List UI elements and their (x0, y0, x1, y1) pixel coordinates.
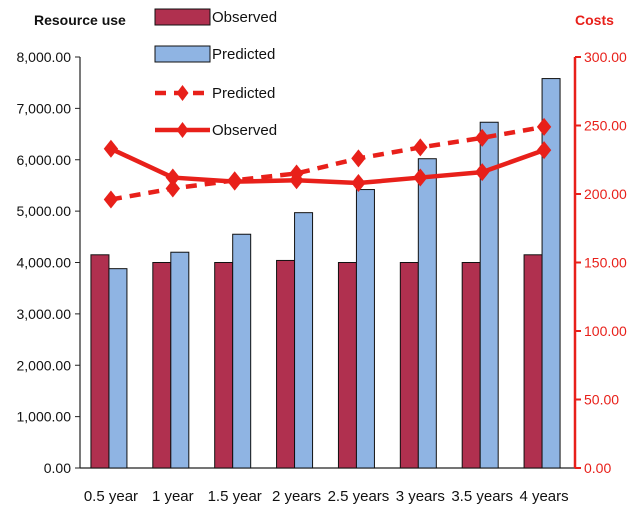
bar-observed (90, 254, 110, 469)
left-axis-tick-label: 7,000.00 (17, 100, 72, 116)
bar-observed (337, 262, 357, 469)
bar-predicted (232, 233, 252, 469)
x-axis-tick-label: 2.5 years (328, 488, 390, 505)
left-axis-tick-label: 2,000.00 (17, 357, 72, 373)
x-axis-tick-label: 3 years (396, 488, 445, 505)
bar-predicted (170, 251, 190, 469)
x-axis-tick-label: 3.5 years (451, 488, 513, 505)
left-axis-tick-label: 5,000.00 (17, 203, 72, 219)
right-axis-tick-label: 0.00 (584, 460, 611, 476)
marker-observed-solid (474, 163, 490, 182)
legend-label-observed: Observed (212, 9, 277, 26)
legend-marker-predicted (176, 85, 189, 101)
bar-predicted (355, 189, 375, 469)
x-axis-tick-labels: 0.5 year 1 year 1.5 year 2 years 2.5 years 3 … (84, 488, 569, 505)
legend-swatch-observed-bar (154, 8, 211, 26)
bar-observed (461, 262, 481, 469)
legend-label-predicted: Predicted (212, 46, 275, 63)
left-axis-tick-label: 0.00 (44, 460, 71, 476)
legend: Observed Predicted Predicted Observed (154, 8, 277, 139)
x-axis-tick-label: 1.5 year (208, 488, 262, 505)
x-axis-tick-label: 2 years (272, 488, 321, 505)
bar-observed (523, 254, 543, 469)
marker-predicted-dashed (536, 117, 552, 136)
line-observed-solid (109, 146, 545, 186)
marker-observed-solid (103, 139, 119, 158)
line-predicted-dashed (110, 124, 545, 202)
bar-predicted (294, 212, 314, 469)
left-axis-title: Resource use (34, 12, 126, 28)
marker-observed-solid (536, 141, 552, 160)
marker-observed-solid (351, 174, 366, 193)
lines (103, 117, 552, 209)
bar-observed (276, 259, 296, 469)
marker-predicted-dashed (103, 190, 119, 209)
bar-predicted (417, 158, 437, 469)
bar-observed (399, 262, 419, 469)
right-axis-title: Costs (575, 12, 614, 28)
bar-predicted (108, 268, 128, 469)
marker-predicted-dashed (474, 128, 490, 147)
right-axis-tick-label: 150.00 (584, 255, 627, 271)
left-axis-tick-label: 3,000.00 (17, 306, 72, 322)
bar-observed (214, 262, 234, 469)
left-axis-tick-label: 4,000.00 (17, 255, 72, 271)
legend-marker-observed (176, 122, 189, 138)
legend-label-predicted: Predicted (212, 85, 275, 102)
marker-observed-solid (289, 171, 304, 190)
marker-observed-solid (227, 172, 242, 191)
x-axis-tick-label: 0.5 year (84, 488, 138, 505)
left-axis-tick-label: 6,000.00 (17, 152, 72, 168)
x-axis-tick-label: 4 years (519, 488, 568, 505)
marker-predicted-dashed (413, 138, 428, 157)
right-axis-tick-label: 250.00 (584, 118, 627, 134)
right-axis-tick-label: 200.00 (584, 186, 627, 202)
right-axis-tick-label: 50.00 (584, 392, 619, 408)
bar-observed (152, 262, 172, 469)
right-axis-tick-label: 100.00 (584, 323, 627, 339)
axes: 0.00 1,000.00 2,000.00 3,000.00 4,000.00 5,00… (17, 49, 628, 476)
left-axis-tick-label: 1,000.00 (17, 409, 72, 425)
bar-predicted (541, 78, 561, 469)
bar-predicted (479, 121, 499, 469)
marker-observed-solid (165, 168, 181, 187)
marker-predicted-dashed (351, 149, 366, 168)
legend-swatch-predicted-bar (154, 45, 211, 63)
bars (90, 78, 561, 469)
legend-label-observed: Observed (212, 122, 277, 139)
marker-observed-solid (413, 168, 428, 187)
left-axis-tick-label: 8,000.00 (17, 49, 72, 65)
right-axis-tick-label: 300.00 (584, 49, 627, 65)
x-axis-tick-label: 1 year (152, 488, 194, 505)
marker-predicted-dashed (165, 179, 181, 198)
